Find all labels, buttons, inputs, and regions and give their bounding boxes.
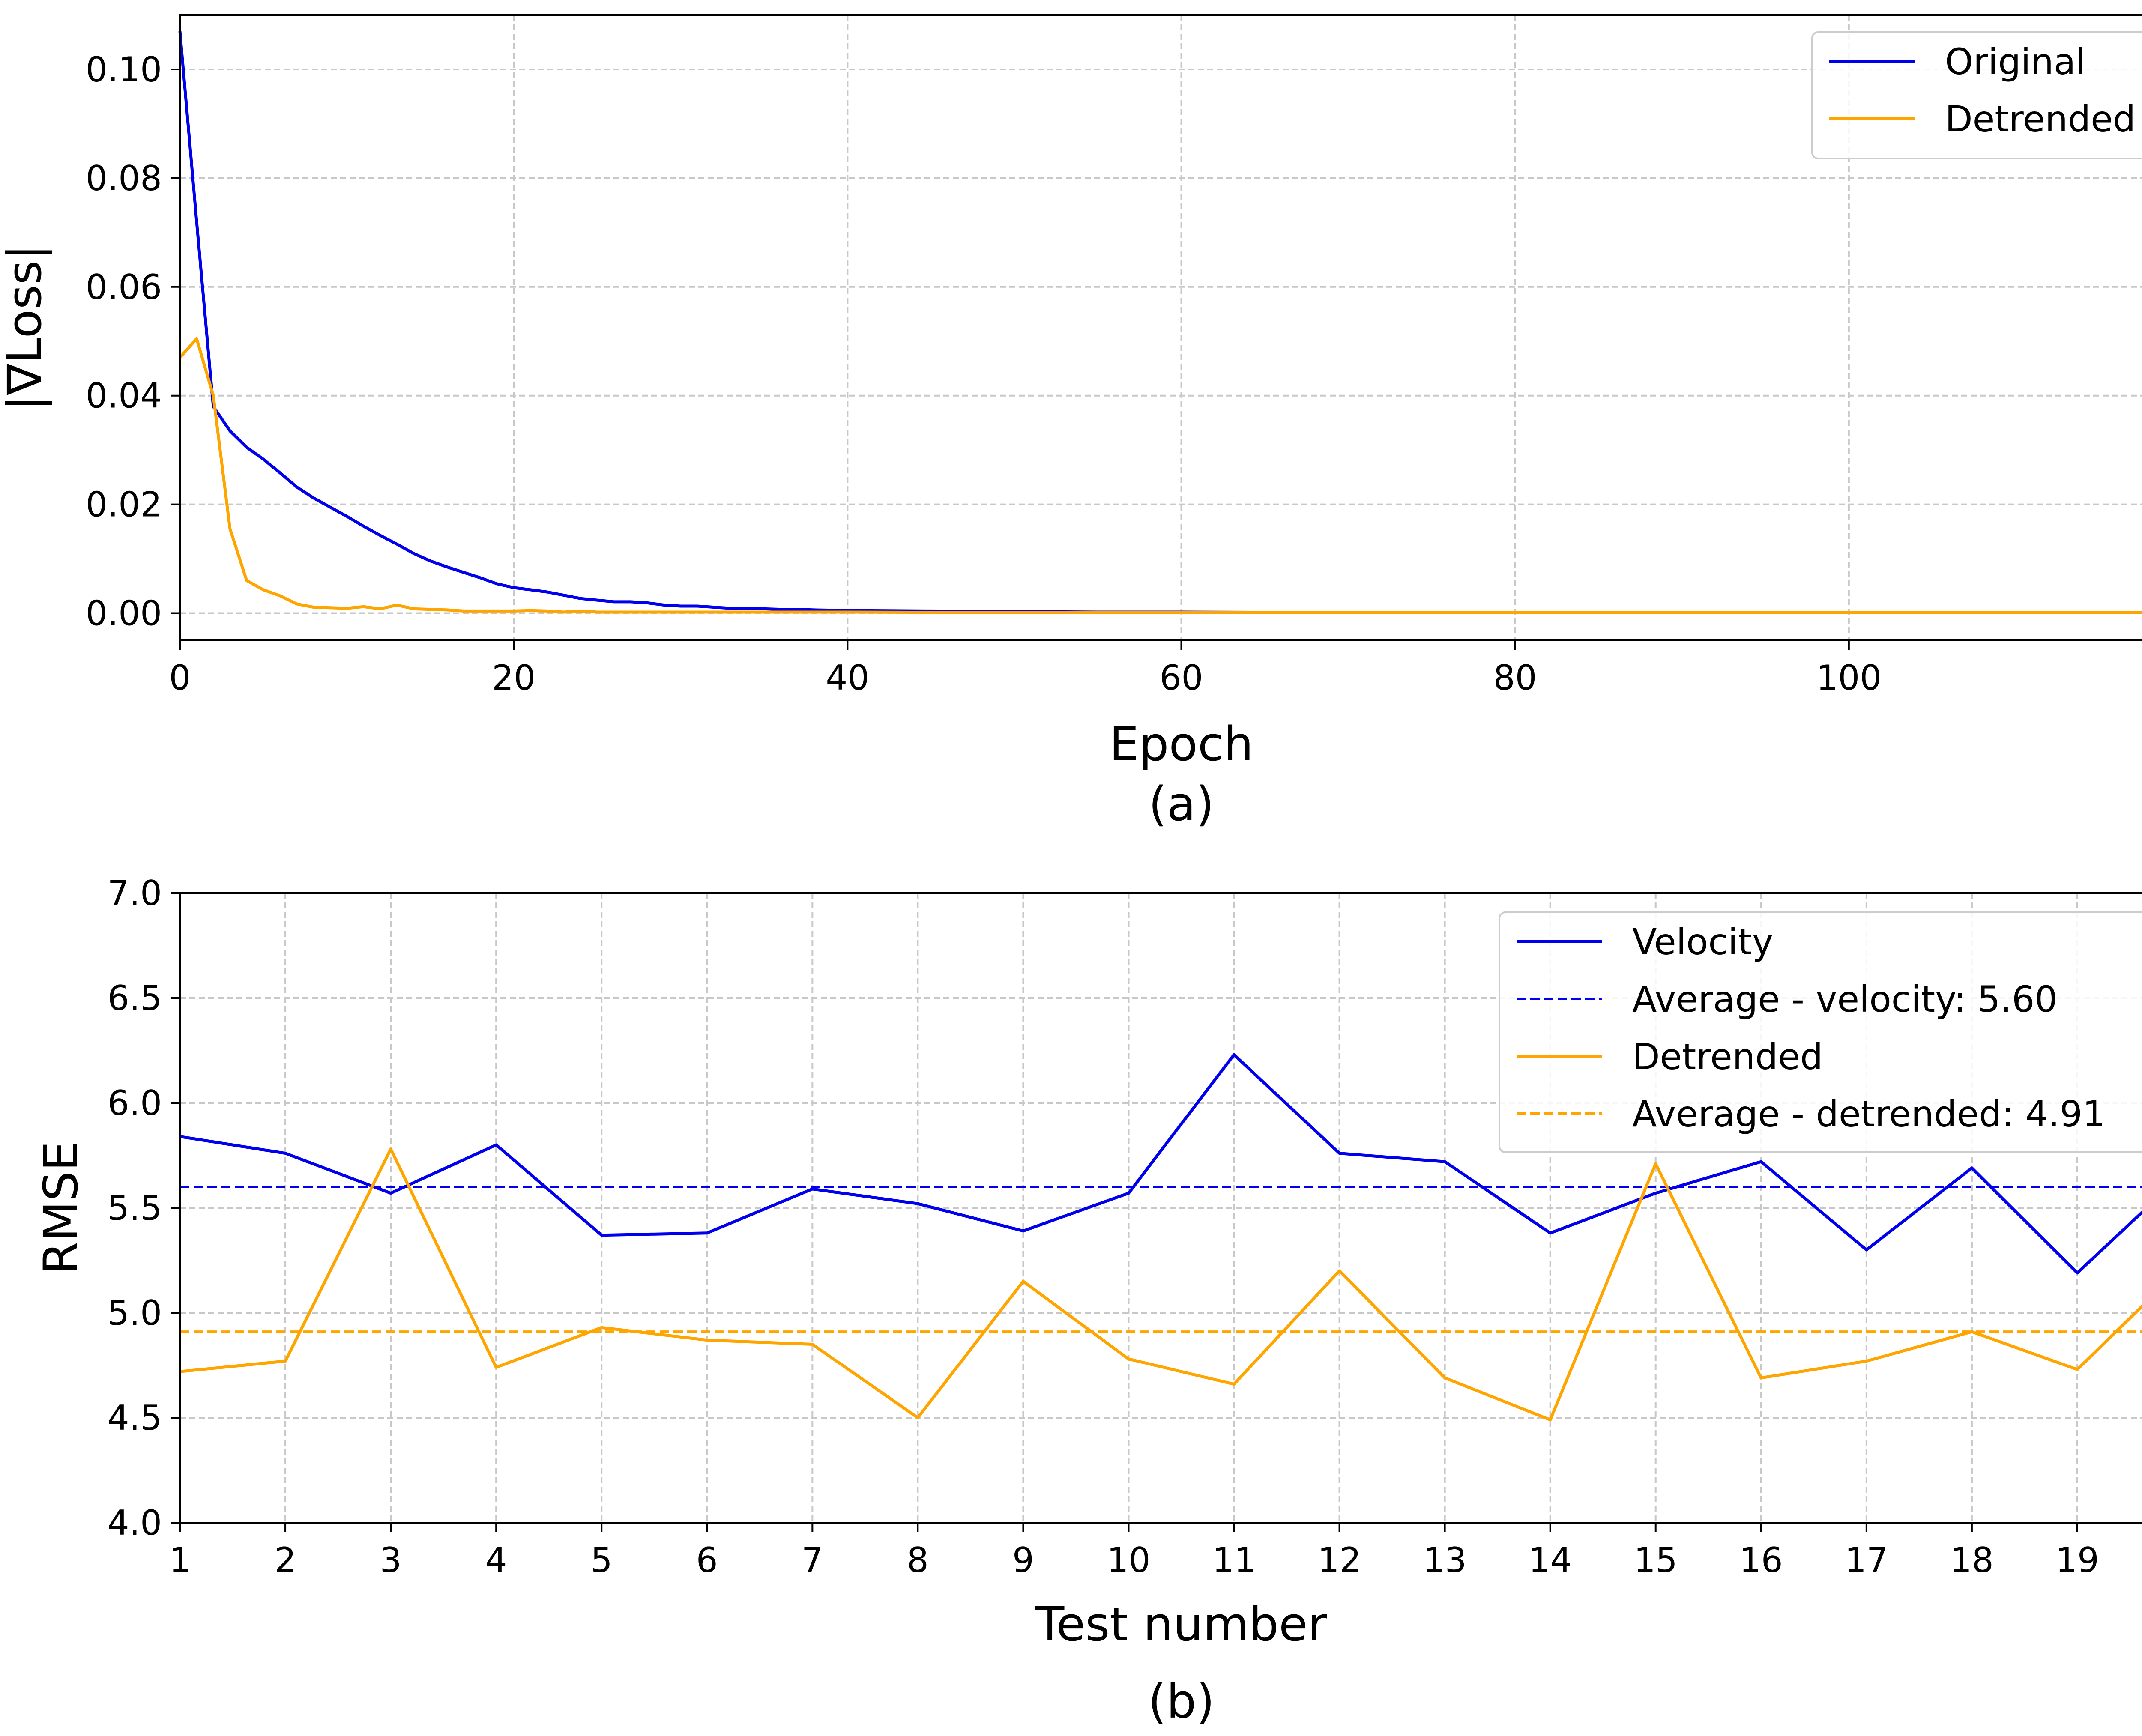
x-tick-label: 1	[169, 1540, 191, 1580]
x-tick-label: 17	[1845, 1540, 1888, 1580]
x-tick-label: 60	[1160, 658, 1203, 698]
y-tick-label: 0.08	[86, 158, 162, 198]
x-axis-label: Epoch	[1109, 717, 1253, 771]
y-tick-label: 6.0	[108, 1083, 162, 1123]
series-line-velocity	[179, 1053, 2142, 1275]
x-tick-label: 14	[1529, 1540, 1572, 1580]
y-tick-label: 0.00	[86, 594, 162, 633]
y-tick-label: 6.5	[108, 978, 162, 1018]
x-tick-label: 40	[826, 658, 869, 698]
legend: Original Detrended	[1811, 31, 2142, 159]
y-axis-label: RMSE	[33, 1141, 88, 1275]
x-axis-label: Test number	[1035, 1597, 1328, 1652]
x-tick-label: 11	[1212, 1540, 1256, 1580]
y-tick-label: 5.0	[108, 1293, 162, 1333]
x-tick-label: 18	[1950, 1540, 1994, 1580]
subfigure-caption: (b)	[1148, 1674, 1215, 1729]
x-tick-label: 19	[2055, 1540, 2099, 1580]
x-tick-label: 3	[380, 1540, 402, 1580]
legend-box	[1499, 911, 2142, 1153]
series-line-detrended	[179, 337, 2142, 614]
x-tick-label: 9	[1012, 1540, 1034, 1580]
legend-label: Velocity	[1632, 921, 1774, 963]
x-tick-label: 0	[169, 658, 191, 698]
y-axis-label: |∇Loss|	[0, 245, 52, 411]
y-tick-label: 0.06	[86, 267, 162, 307]
legend-label: Average - velocity: 5.60	[1632, 978, 2058, 1020]
subfigure-caption: (a)	[1149, 777, 1214, 831]
legend-box	[1811, 31, 2142, 159]
chart-b: 12345678910111213141516171819204.04.55.0…	[33, 873, 2142, 1729]
x-tick-label: 5	[591, 1540, 613, 1580]
x-tick-label: 8	[907, 1540, 929, 1580]
legend: Velocity Average - velocity: 5.60 Detrende…	[1499, 911, 2142, 1153]
legend-label: Detrended	[1945, 98, 2136, 140]
x-tick-label: 6	[696, 1540, 718, 1580]
x-tick-label: 16	[1739, 1540, 1783, 1580]
x-tick-label: 100	[1816, 658, 1882, 698]
chart-a: 0204060801001200.000.020.040.060.080.10E…	[0, 14, 2142, 831]
y-tick-label: 0.04	[86, 376, 162, 416]
y-tick-label: 4.5	[108, 1398, 162, 1438]
series-line-detrended	[179, 1147, 2142, 1422]
legend-label: Average - detrended: 4.91	[1632, 1093, 2106, 1135]
x-tick-label: 13	[1423, 1540, 1467, 1580]
x-tick-label: 80	[1493, 658, 1537, 698]
x-tick-label: 2	[275, 1540, 296, 1580]
legend-label: Original	[1945, 41, 2086, 83]
x-tick-label: 15	[1634, 1540, 1678, 1580]
x-tick-label: 4	[485, 1540, 507, 1580]
y-tick-label: 5.5	[108, 1188, 162, 1228]
y-tick-label: 0.10	[86, 50, 162, 90]
x-tick-label: 12	[1318, 1540, 1361, 1580]
y-tick-label: 7.0	[108, 873, 162, 913]
y-tick-label: 4.0	[108, 1503, 162, 1543]
x-tick-label: 7	[802, 1540, 823, 1580]
x-tick-label: 10	[1107, 1540, 1151, 1580]
legend-label: Detrended	[1632, 1036, 1823, 1078]
y-tick-label: 0.02	[86, 485, 162, 525]
x-tick-label: 20	[492, 658, 536, 698]
